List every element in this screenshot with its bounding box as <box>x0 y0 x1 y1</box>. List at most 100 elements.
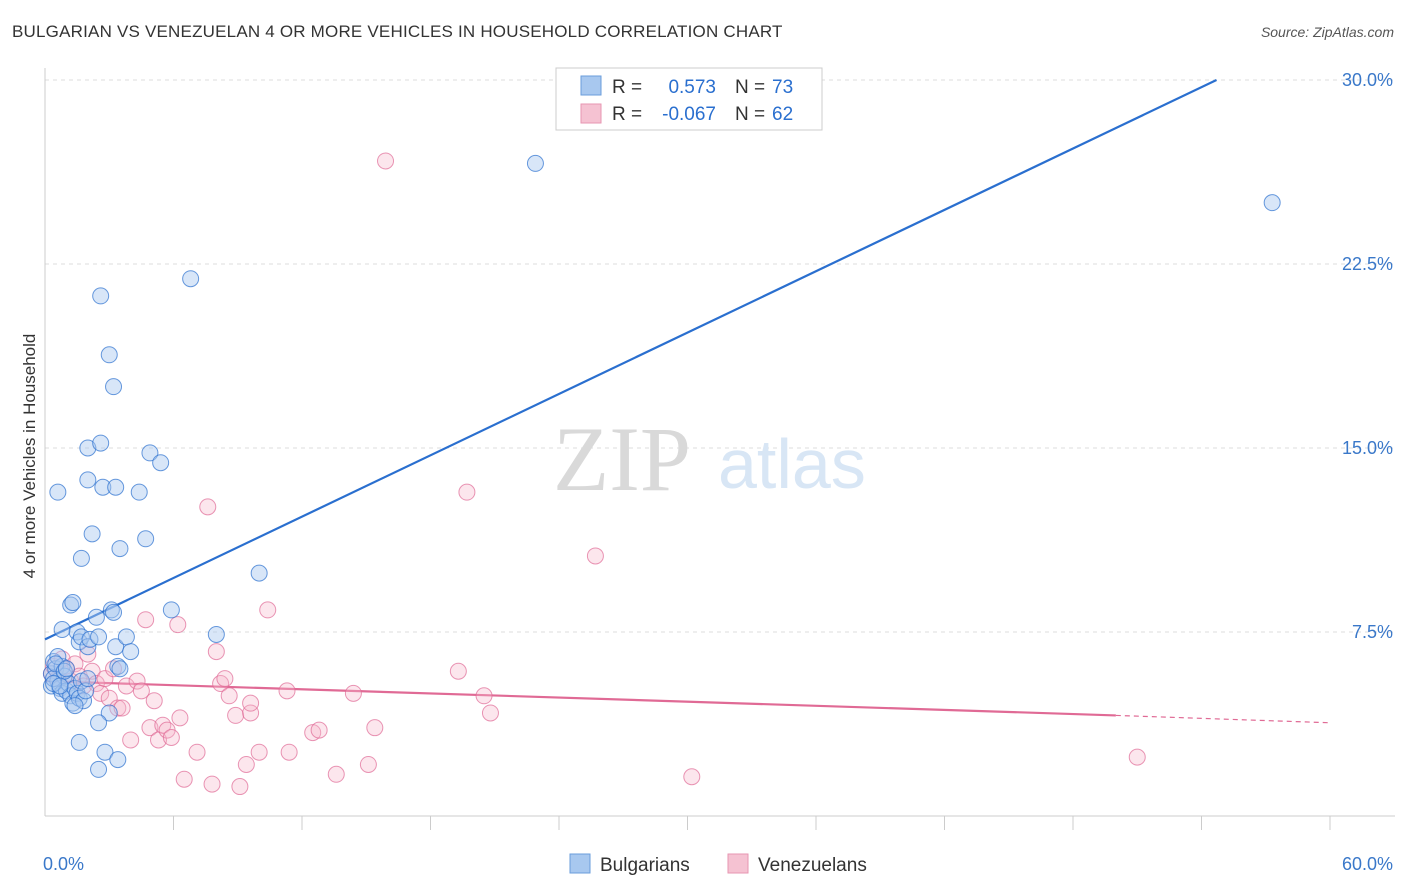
point-bulgarians <box>526 154 544 172</box>
stats-n-label-venezuelans: N = <box>735 104 765 125</box>
point-bulgarians <box>130 483 148 501</box>
x-tick-label: 0.0% <box>43 854 84 874</box>
point-bulgarians <box>141 444 159 462</box>
stats-swatch-venezuelans <box>580 103 602 124</box>
point-venezuelans <box>250 743 268 761</box>
stats-swatch-bulgarians <box>580 75 602 96</box>
point-bulgarians <box>62 596 80 614</box>
point-venezuelans <box>310 721 328 739</box>
point-bulgarians <box>109 751 127 769</box>
point-venezuelans <box>227 706 245 724</box>
point-venezuelans <box>100 689 118 707</box>
point-bulgarians <box>79 471 97 489</box>
point-bulgarians <box>57 660 75 678</box>
point-bulgarians <box>92 434 110 452</box>
point-bulgarians <box>96 743 114 761</box>
point-venezuelans <box>220 687 238 705</box>
point-venezuelans <box>145 692 163 710</box>
y-tick-label: 30.0% <box>1342 70 1393 90</box>
point-venezuelans <box>586 547 604 565</box>
stats-n-value-venezuelans: 62 <box>772 104 793 125</box>
series-legend: Bulgarians Venezuelans <box>569 853 867 876</box>
x-tick-labels: 0.0% 60.0% <box>43 854 1393 874</box>
point-bulgarians <box>79 670 97 688</box>
stats-r-value-bulgarians: 0.573 <box>668 77 716 98</box>
point-bulgarians <box>102 601 120 619</box>
axes <box>44 68 1395 830</box>
stats-legend: R = 0.573 N = 73 R = -0.067 N = 62 <box>555 67 823 131</box>
point-venezuelans <box>96 670 114 688</box>
y-axis-title: 4 or more Vehicles in Household <box>20 334 39 579</box>
y-tick-label: 22.5% <box>1342 254 1393 274</box>
point-venezuelans <box>366 719 384 737</box>
point-bulgarians <box>137 530 155 548</box>
point-venezuelans <box>242 694 260 712</box>
point-venezuelans <box>481 704 499 722</box>
point-bulgarians <box>117 628 135 646</box>
point-bulgarians <box>100 704 118 722</box>
point-venezuelans <box>117 677 135 695</box>
trend-line-bulgarians <box>44 79 1217 641</box>
point-venezuelans <box>175 770 193 788</box>
watermark-atlas: atlas <box>718 425 866 503</box>
point-bulgarians <box>47 655 65 673</box>
point-venezuelans <box>199 498 217 516</box>
point-venezuelans <box>132 682 150 700</box>
point-bulgarians <box>109 657 127 675</box>
point-venezuelans <box>377 152 395 170</box>
x-tick-label: 60.0% <box>1342 854 1393 874</box>
point-bulgarians <box>122 643 140 661</box>
point-bulgarians <box>92 287 110 305</box>
point-bulgarians <box>66 697 84 715</box>
y-tick-label: 15.0% <box>1342 438 1393 458</box>
point-bulgarians <box>1263 194 1281 212</box>
point-bulgarians <box>207 625 225 643</box>
point-venezuelans <box>171 709 189 727</box>
point-venezuelans <box>344 684 362 702</box>
point-bulgarians <box>90 760 108 778</box>
point-bulgarians <box>107 478 125 496</box>
trend-line-venezuelans-extrapolated <box>1115 714 1331 724</box>
point-bulgarians <box>70 733 88 751</box>
point-bulgarians <box>152 454 170 472</box>
stats-r-value-venezuelans: -0.067 <box>662 104 716 125</box>
point-bulgarians <box>250 564 268 582</box>
point-bulgarians <box>105 603 123 621</box>
point-venezuelans <box>359 755 377 773</box>
point-venezuelans <box>207 643 225 661</box>
watermark: ZIP atlas <box>553 408 866 510</box>
point-venezuelans <box>231 778 249 796</box>
point-bulgarians <box>162 601 180 619</box>
point-venezuelans <box>280 743 298 761</box>
point-bulgarians <box>94 478 112 496</box>
point-bulgarians <box>83 525 101 543</box>
point-venezuelans <box>128 672 146 690</box>
point-bulgarians <box>111 660 129 678</box>
point-bulgarians <box>51 677 69 695</box>
point-venezuelans <box>458 483 476 501</box>
data-points <box>42 152 1281 796</box>
legend-swatch-venezuelans <box>727 853 749 874</box>
point-venezuelans <box>79 645 97 663</box>
source-label: Source: ZipAtlas.com <box>1260 24 1394 40</box>
trend-line-venezuelans <box>44 679 1116 717</box>
point-bulgarians <box>90 628 108 646</box>
point-bulgarians <box>72 549 90 567</box>
watermark-zip: ZIP <box>553 408 691 510</box>
point-bulgarians <box>53 621 71 639</box>
point-bulgarians <box>182 270 200 288</box>
trend-lines <box>44 79 1331 724</box>
y-tick-label: 7.5% <box>1352 622 1393 642</box>
chart-title: BULGARIAN VS VENEZUELAN 4 OR MORE VEHICL… <box>12 22 783 41</box>
point-bulgarians <box>79 439 97 457</box>
point-bulgarians <box>90 714 108 732</box>
point-venezuelans <box>188 743 206 761</box>
point-venezuelans <box>216 670 234 688</box>
legend-swatch-bulgarians <box>569 853 591 874</box>
stats-r-label-venezuelans: R = <box>612 104 642 125</box>
point-bulgarians <box>100 346 118 364</box>
point-venezuelans <box>259 601 277 619</box>
point-venezuelans <box>203 775 221 793</box>
point-bulgarians <box>49 483 67 501</box>
